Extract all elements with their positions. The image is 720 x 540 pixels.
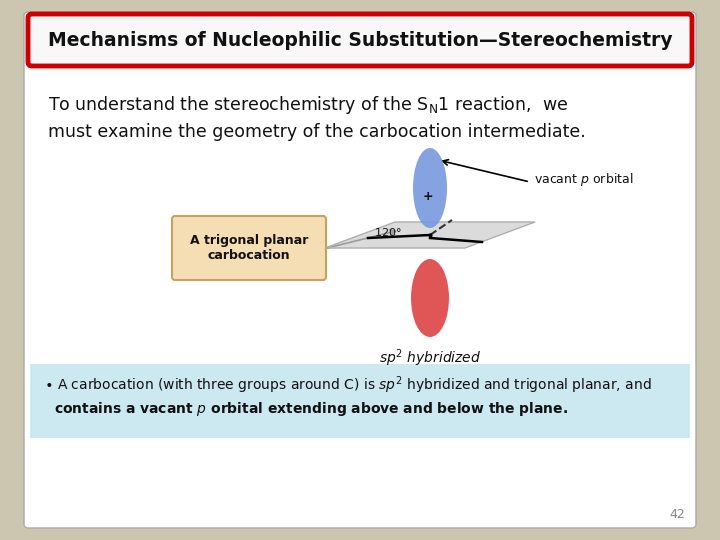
Text: 120$\degree$: 120$\degree$ (374, 226, 402, 238)
Text: vacant $\mathit{p}$ orbital: vacant $\mathit{p}$ orbital (534, 172, 634, 188)
Text: 42: 42 (670, 508, 685, 521)
Text: Mechanisms of Nucleophilic Substitution—Stereochemistry: Mechanisms of Nucleophilic Substitution—… (48, 30, 672, 50)
Ellipse shape (413, 148, 447, 228)
Text: $\bullet$ A carbocation (with three groups around C) is $sp^2$ hybridized and tr: $\bullet$ A carbocation (with three grou… (44, 374, 652, 396)
Text: +: + (423, 190, 433, 202)
Text: must examine the geometry of the carbocation intermediate.: must examine the geometry of the carboca… (48, 123, 586, 141)
Bar (30, 364, 690, 438)
Text: $sp^2$ hybridized: $sp^2$ hybridized (379, 347, 481, 369)
Text: To understand the stereochemistry of the $\mathrm{S_N}$1 reaction,  we: To understand the stereochemistry of the… (48, 94, 568, 116)
FancyBboxPatch shape (24, 12, 696, 528)
FancyBboxPatch shape (172, 216, 326, 280)
FancyBboxPatch shape (28, 14, 692, 66)
Polygon shape (325, 222, 535, 248)
Text: contains a vacant $\mathit{p}$ orbital extending above and below the plane.: contains a vacant $\mathit{p}$ orbital e… (54, 400, 568, 418)
Text: A trigonal planar
carbocation: A trigonal planar carbocation (190, 234, 308, 262)
Ellipse shape (411, 259, 449, 337)
